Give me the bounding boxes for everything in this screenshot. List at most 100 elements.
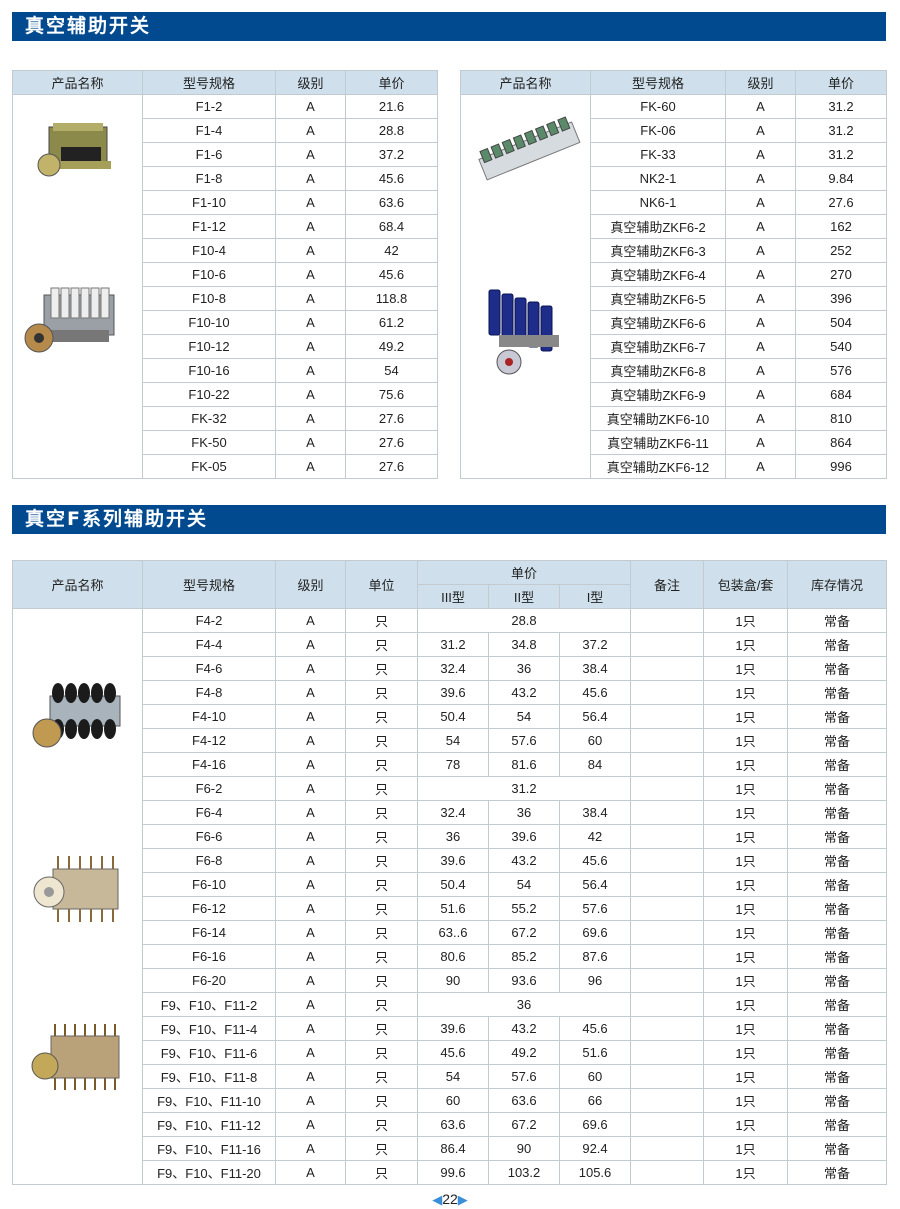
cell-remark: [630, 896, 705, 921]
cell-model: FK-60: [590, 94, 726, 119]
cell-price-type-iii: 63..6: [417, 920, 489, 945]
cell-grade: A: [275, 848, 346, 873]
cell-model: F9、F10、F11-6: [142, 1040, 276, 1065]
cell-grade: A: [275, 1040, 346, 1065]
cell-price-type-i: 45.6: [558, 848, 632, 873]
cell-unit: 只: [345, 704, 418, 729]
table-row: 真空辅助ZKF6-6 A 504: [461, 310, 887, 335]
cell-grade: A: [275, 896, 346, 921]
cell-remark: [630, 1112, 705, 1137]
cell-price-type-ii: 54: [488, 872, 560, 897]
cell-price-type-iii: 78: [417, 752, 489, 777]
cell-stock: 常备: [787, 1040, 888, 1065]
cell-unit: 只: [345, 680, 418, 705]
cell-pack: 1只: [703, 968, 789, 993]
header-model: 型号规格: [142, 560, 276, 609]
cell-grade: A: [275, 358, 346, 383]
cell-model: FK-50: [142, 430, 276, 455]
cell-model: 真空辅助ZKF6-6: [590, 310, 726, 335]
cell-price: 42: [345, 238, 438, 263]
cell-model: F4-8: [142, 680, 276, 705]
cell-stock: 常备: [787, 824, 888, 849]
cell-grade: A: [275, 1136, 346, 1161]
cell-grade: A: [275, 430, 346, 455]
cell-remark: [630, 680, 705, 705]
cell-stock: 常备: [787, 752, 888, 777]
cell-price: 21.6: [345, 94, 438, 119]
cell-price-merged: 31.2: [416, 776, 632, 801]
table-row: 真空辅助ZKF6-5 A 396: [461, 286, 887, 311]
cell-price-type-i: 60: [558, 1064, 632, 1089]
cell-pack: 1只: [703, 680, 789, 705]
table-row: F9、F10、F11-6 A 只 45.6 49.2 51.6 1只 常备: [13, 1040, 888, 1065]
cell-price-type-i: 56.4: [558, 872, 632, 897]
header-grade: 级别: [725, 70, 796, 95]
cell-price: 27.6: [345, 454, 438, 479]
cell-price: 63.6: [345, 190, 438, 215]
cell-grade: A: [275, 680, 346, 705]
table-row: F6-6 A 只 36 39.6 42 1只 常备: [13, 824, 888, 849]
cell-remark: [630, 872, 705, 897]
cell-grade: A: [275, 286, 346, 311]
cell-remark: [630, 944, 705, 969]
cell-model: F10-4: [142, 238, 276, 263]
cell-stock: 常备: [787, 656, 888, 681]
cell-model: F10-6: [142, 262, 276, 287]
header-type-ii: II型: [488, 584, 560, 609]
cell-remark: [630, 992, 705, 1017]
header-price: 单价: [345, 70, 438, 95]
cell-remark: [630, 848, 705, 873]
cell-price: 540: [795, 334, 887, 359]
header-pack: 包装盒/套: [703, 560, 789, 609]
cell-price-type-ii: 67.2: [488, 1112, 560, 1137]
cell-grade: A: [275, 118, 346, 143]
cell-pack: 1只: [703, 872, 789, 897]
cell-remark: [630, 1160, 705, 1185]
cell-pack: 1只: [703, 800, 789, 825]
cell-pack: 1只: [703, 848, 789, 873]
cell-model: NK2-1: [590, 166, 726, 191]
cell-price-type-ii: 81.6: [488, 752, 560, 777]
cell-remark: [630, 656, 705, 681]
cell-price-type-ii: 36: [488, 800, 560, 825]
table-row: F4-6 A 只 32.4 36 38.4 1只 常备: [13, 656, 888, 681]
cell-stock: 常备: [787, 848, 888, 873]
header-model: 型号规格: [142, 70, 276, 95]
cell-price-type-i: 37.2: [558, 632, 632, 657]
cell-grade: A: [275, 406, 346, 431]
cell-stock: 常备: [787, 680, 888, 705]
cell-stock: 常备: [787, 704, 888, 729]
cell-grade: A: [725, 406, 796, 431]
cell-price-type-i: 84: [558, 752, 632, 777]
cell-grade: A: [725, 334, 796, 359]
header-grade: 级别: [275, 70, 346, 95]
cell-price-type-iii: 31.2: [417, 632, 489, 657]
cell-price-type-ii: 90: [488, 1136, 560, 1161]
cell-model: F1-2: [142, 94, 276, 119]
cell-unit: 只: [345, 776, 418, 801]
product-image-cell: [12, 94, 143, 479]
section-title-f-series: 真空F系列辅助开关: [12, 505, 886, 534]
cell-grade: A: [725, 118, 796, 143]
table-row: F6-8 A 只 39.6 43.2 45.6 1只 常备: [13, 848, 888, 873]
cell-grade: A: [275, 238, 346, 263]
header-price: 单价: [795, 70, 887, 95]
cell-price-type-i: 42: [558, 824, 632, 849]
table-row: F6-16 A 只 80.6 85.2 87.6 1只 常备: [13, 944, 888, 969]
cell-stock: 常备: [787, 776, 888, 801]
cell-stock: 常备: [787, 1064, 888, 1089]
cell-grade: A: [275, 944, 346, 969]
cell-price: 68.4: [345, 214, 438, 239]
cell-price-type-iii: 39.6: [417, 848, 489, 873]
table-row: F10-16 A 54: [13, 358, 438, 383]
cell-grade: A: [725, 238, 796, 263]
cell-pack: 1只: [703, 752, 789, 777]
cell-unit: 只: [345, 608, 418, 633]
cell-unit: 只: [345, 656, 418, 681]
cell-pack: 1只: [703, 1088, 789, 1113]
table-row: F6-12 A 只 51.6 55.2 57.6 1只 常备: [13, 896, 888, 921]
table-row: FK-05 A 27.6: [13, 454, 438, 479]
cell-model: F10-16: [142, 358, 276, 383]
cell-price: 9.84: [795, 166, 887, 191]
cell-price-type-iii: 45.6: [417, 1040, 489, 1065]
